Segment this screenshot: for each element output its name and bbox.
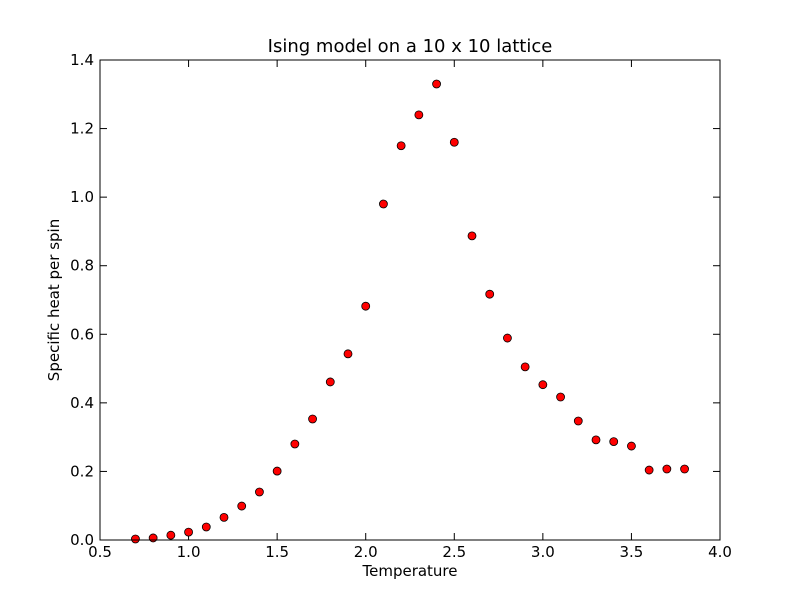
data-point — [272, 466, 282, 476]
data-point — [237, 501, 247, 511]
data-point — [290, 439, 300, 449]
x-tick-label: 0.5 — [88, 543, 112, 561]
data-point — [503, 333, 512, 343]
y-tick-label: 1.2 — [70, 120, 94, 138]
plot-frame — [99, 59, 721, 541]
data-point — [432, 79, 441, 89]
data-point — [520, 362, 530, 372]
data-point — [538, 380, 548, 390]
x-tick-label: 2.5 — [442, 543, 466, 561]
data-point — [644, 465, 654, 475]
y-tick-label: 0.4 — [70, 394, 94, 412]
data-point — [662, 464, 672, 474]
y-tick-label: 0.0 — [70, 531, 94, 549]
y-tick-label: 1.4 — [70, 51, 94, 69]
data-point — [361, 301, 371, 311]
chart-title: Ising model on a 10 x 10 lattice — [268, 36, 553, 57]
data-point — [201, 522, 211, 532]
points-layer — [131, 79, 689, 544]
data-point — [308, 414, 317, 424]
y-axis-label: Specific heat per spin — [45, 219, 63, 381]
ticks-layer: 0.5 1.0 1.5 2.0 2.5 3.0 3.5 4.0 0.0 0.2 0.4 0.6 0.8 1… — [70, 51, 732, 561]
data-point — [449, 137, 459, 147]
y-tick-label: 1.0 — [70, 188, 94, 206]
x-tick-label: 3.0 — [531, 543, 555, 561]
data-point — [343, 349, 353, 359]
x-tick-label: 1.0 — [177, 543, 201, 561]
x-axis-label: Temperature — [361, 562, 457, 580]
data-point — [131, 534, 140, 544]
y-tick-label: 0.2 — [70, 462, 94, 480]
data-point — [379, 199, 388, 209]
data-point — [680, 464, 689, 474]
data-point — [556, 392, 565, 402]
data-point — [609, 437, 619, 447]
data-point — [184, 527, 193, 537]
x-tick-label: 3.5 — [619, 543, 643, 561]
data-point — [148, 533, 158, 543]
data-point — [255, 487, 264, 497]
data-point — [627, 441, 636, 451]
data-point — [396, 141, 406, 151]
data-point — [573, 416, 583, 426]
y-tick-label: 0.8 — [70, 257, 94, 275]
data-point — [485, 289, 495, 299]
x-tick-label: 4.0 — [708, 543, 732, 561]
data-point — [219, 512, 229, 522]
data-point — [414, 110, 424, 120]
data-point — [325, 377, 335, 387]
x-tick-label: 1.5 — [265, 543, 289, 561]
x-tick-label: 2.0 — [354, 543, 378, 561]
data-point — [591, 435, 601, 445]
y-tick-label: 0.6 — [70, 325, 94, 343]
data-point — [166, 530, 176, 540]
data-point — [467, 231, 477, 241]
